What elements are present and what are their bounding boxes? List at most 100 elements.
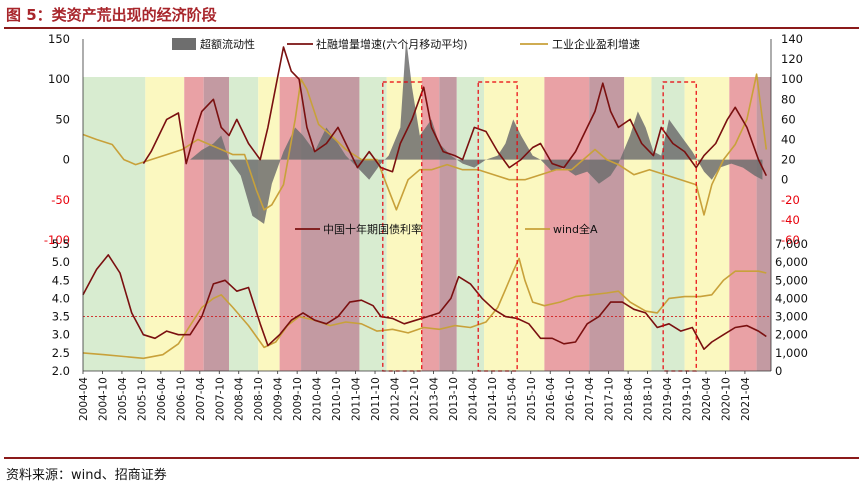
phase-band-red bbox=[544, 77, 590, 371]
top-right-tick: -20 bbox=[781, 193, 800, 207]
x-tick-label: 2018-10 bbox=[643, 377, 655, 421]
title-rule bbox=[4, 27, 859, 29]
x-tick-label: 2015-04 bbox=[506, 377, 518, 421]
figure-title: 图 5：类资产荒出现的经济阶段 bbox=[6, 6, 217, 24]
bottom-left-tick: 4.5 bbox=[52, 273, 70, 287]
x-tick-label: 2009-10 bbox=[292, 377, 304, 421]
top-right-tick: 140 bbox=[781, 32, 803, 46]
legend-swatch-excess-liquidity bbox=[172, 38, 196, 50]
top-left-tick: 0 bbox=[63, 153, 70, 167]
phase-band-red bbox=[184, 77, 204, 371]
top-panel bbox=[82, 39, 768, 224]
phase-band-yellow bbox=[684, 77, 730, 371]
x-tick-label: 2005-10 bbox=[136, 377, 148, 421]
x-tick-label: 2004-04 bbox=[78, 377, 90, 421]
phase-band-yellow bbox=[484, 77, 545, 371]
x-tick-label: 2007-04 bbox=[195, 377, 207, 421]
x-tick-label: 2016-04 bbox=[545, 377, 557, 421]
series-industrial-profit bbox=[82, 73, 768, 216]
bottom-right-tick: 6,000 bbox=[775, 255, 808, 269]
phase-band-yellow bbox=[145, 77, 185, 371]
bottom-left-tick: 2.0 bbox=[52, 364, 70, 378]
x-tick-label: 2020-10 bbox=[720, 377, 732, 421]
x-tick-label: 2006-04 bbox=[156, 377, 168, 421]
series-social-financing bbox=[142, 46, 768, 177]
legend-label-industrial-profit: 工业企业盈利增速 bbox=[552, 37, 640, 51]
x-tick-label: 2008-10 bbox=[253, 377, 265, 421]
x-tick-label: 2016-10 bbox=[565, 377, 577, 421]
x-tick-label: 2017-04 bbox=[584, 377, 596, 421]
top-right-tick: -40 bbox=[781, 213, 800, 227]
highlight-box-1 bbox=[477, 81, 518, 372]
top-right-tick: 60 bbox=[781, 112, 796, 126]
top-right-tick: 120 bbox=[781, 52, 803, 66]
bottom-left-tick: 3.0 bbox=[52, 328, 70, 342]
bottom-right-tick: 7,000 bbox=[775, 237, 808, 251]
top-right-tick: 80 bbox=[781, 92, 796, 106]
phase-band-green bbox=[83, 77, 146, 371]
x-tick-label: 2018-04 bbox=[623, 377, 635, 421]
legend-label-social-financing: 社融增量增速(六个月移动平均) bbox=[316, 37, 468, 51]
phase-chart: 150 100 50 0 -50 -100 140 120 100 80 60 40 20 0 -20 -40… bbox=[44, 32, 808, 421]
x-tick-label: 2019-04 bbox=[662, 377, 674, 421]
bottom-rule bbox=[4, 457, 859, 459]
bottom-right-tick: 2,000 bbox=[775, 328, 808, 342]
top-left-tick: -50 bbox=[51, 193, 70, 207]
highlight-box-0 bbox=[382, 81, 423, 372]
phase-band-maroon bbox=[203, 77, 230, 371]
x-tick-label: 2011-04 bbox=[351, 377, 363, 421]
x-tick-label: 2011-10 bbox=[370, 377, 382, 421]
x-tick-label: 2019-10 bbox=[682, 377, 694, 421]
bottom-right-tick: 0 bbox=[775, 364, 782, 378]
x-tick-label: 2014-04 bbox=[467, 377, 479, 421]
x-tick-label: 2015-10 bbox=[526, 377, 538, 421]
phase-band-green bbox=[359, 77, 387, 371]
bottom-left-tick: 5.5 bbox=[52, 237, 70, 251]
x-tick-label: 2013-10 bbox=[448, 377, 460, 421]
top-right-tick: -60 bbox=[781, 233, 800, 247]
bottom-right-tick: 3,000 bbox=[775, 310, 808, 324]
phase-band-red bbox=[279, 77, 302, 371]
x-tick-label: 2012-10 bbox=[409, 377, 421, 421]
phase-band-maroon bbox=[756, 77, 771, 371]
top-right-tick: 0 bbox=[781, 173, 788, 187]
x-tick-label: 2013-04 bbox=[428, 377, 440, 421]
phase-bands bbox=[83, 77, 771, 371]
legend-label-excess-liquidity: 超额流动性 bbox=[200, 37, 255, 51]
x-tick-label: 2010-04 bbox=[312, 377, 324, 421]
axes: 150 100 50 0 -50 -100 140 120 100 80 60 40 20 0 -20 -40… bbox=[44, 32, 808, 421]
x-tick-label: 2020-04 bbox=[701, 377, 713, 421]
bottom-right-tick: 1,000 bbox=[775, 346, 808, 360]
top-left-tick: -100 bbox=[44, 233, 70, 247]
top-right-tick: 20 bbox=[781, 153, 796, 167]
top-right-tick: 100 bbox=[781, 72, 803, 86]
x-tick-label: 2004-10 bbox=[97, 377, 109, 421]
x-tick-label: 2008-04 bbox=[234, 377, 246, 421]
top-left-tick: 150 bbox=[48, 32, 70, 46]
x-tick-label: 2007-10 bbox=[214, 377, 226, 421]
legend-label-wind-a: wind全A bbox=[553, 222, 598, 236]
top-left-tick: 50 bbox=[55, 112, 70, 126]
bottom-left-tick: 5.0 bbox=[52, 255, 70, 269]
x-tick-label: 2021-04 bbox=[740, 377, 752, 421]
source-note: 资料来源：wind、招商证券 bbox=[6, 468, 167, 483]
x-tick-label: 2009-04 bbox=[273, 377, 285, 421]
bottom-left-tick: 3.5 bbox=[52, 310, 70, 324]
bottom-right-tick: 4,000 bbox=[775, 291, 808, 305]
x-tick-label: 2014-10 bbox=[487, 377, 499, 421]
series-bond-yield bbox=[82, 254, 767, 351]
top-left-tick: 100 bbox=[48, 72, 70, 86]
bottom-left-tick: 2.5 bbox=[52, 346, 70, 360]
phase-band-green bbox=[229, 77, 259, 371]
x-tick-label: 2005-04 bbox=[117, 377, 129, 421]
phase-band-green bbox=[456, 77, 485, 371]
bottom-right-tick: 5,000 bbox=[775, 273, 808, 287]
legend-label-bond-yield: 中国十年期国债利率 bbox=[323, 222, 422, 236]
x-tick-label: 2017-10 bbox=[604, 377, 616, 421]
x-tick-label: 2012-04 bbox=[389, 377, 401, 421]
top-right-tick: 40 bbox=[781, 133, 796, 147]
bottom-left-tick: 4.0 bbox=[52, 291, 70, 305]
x-tick-label: 2006-10 bbox=[175, 377, 187, 421]
phase-band-yellow bbox=[258, 77, 280, 371]
